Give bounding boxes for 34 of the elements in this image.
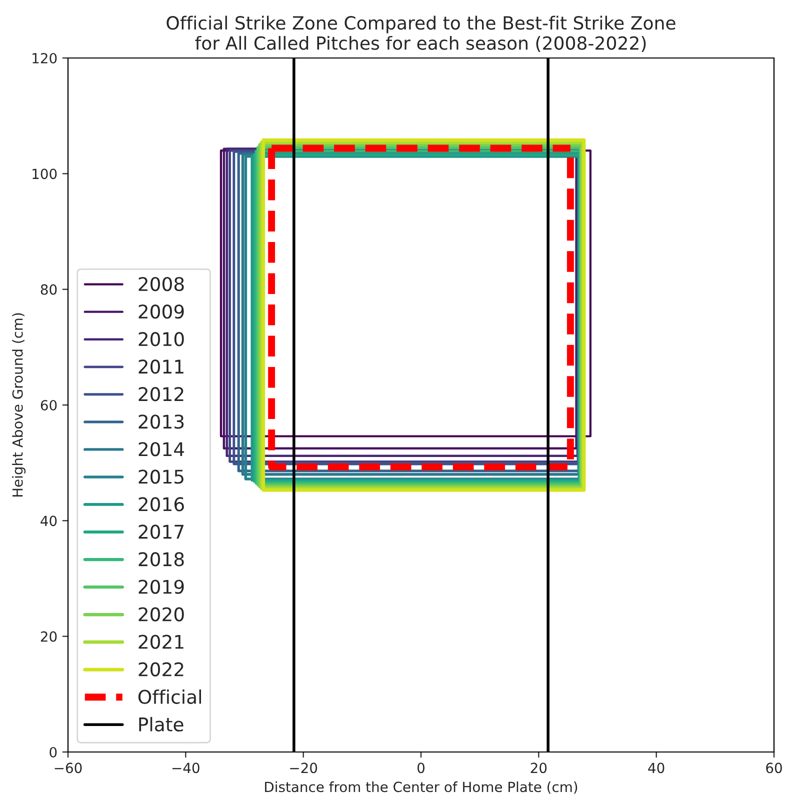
- legend-label: 2011: [138, 360, 184, 374]
- legend-label: 2008: [138, 276, 184, 292]
- legend-label: 2016: [138, 497, 184, 512]
- legend-label: Official: [138, 689, 202, 704]
- x-tick-label: −60: [54, 762, 82, 774]
- y-tick-label: 80: [40, 284, 57, 295]
- x-tick-label: −40: [172, 762, 200, 774]
- legend-label: 2020: [138, 607, 184, 622]
- legend-label: 2015: [138, 470, 184, 484]
- x-tick-label: 60: [766, 762, 782, 774]
- chart-title: Official Strike Zone Compared to the Best-fit Strike Zone for All Called Pitches for each season (2008-2022): [166, 16, 676, 52]
- legend-label: 2022: [138, 662, 184, 676]
- x-tick-label: −20: [290, 762, 318, 774]
- x-axis-title: Distance from the Center of Home Plate (cm): [265, 781, 578, 794]
- legend-label: 2012: [138, 387, 184, 402]
- x-tick-label: 40: [648, 762, 664, 774]
- y-tick-label: 60: [40, 400, 57, 410]
- x-tick-label: 20: [530, 762, 547, 774]
- x-tick-label: 0: [417, 762, 424, 774]
- y-tick-label: 20: [40, 631, 57, 642]
- legend-label: 2010: [138, 332, 184, 346]
- legend-label: 2013: [138, 414, 184, 429]
- y-tick-label: 0: [50, 746, 57, 758]
- legend-label: 2018: [138, 552, 184, 566]
- legend-label: 2019: [138, 580, 184, 594]
- legend-label: 2014: [138, 442, 184, 456]
- y-tick-label: 100: [32, 168, 57, 180]
- y-tick-label: 40: [40, 516, 57, 526]
- legend-label: 2009: [138, 304, 184, 319]
- y-axis-title: Height Above Ground (cm): [12, 313, 26, 497]
- legend-label: 2021: [138, 634, 184, 649]
- y-tick-label: 120: [32, 52, 57, 64]
- legend-label: 2017: [138, 524, 184, 539]
- legend-label: Plate: [139, 716, 184, 732]
